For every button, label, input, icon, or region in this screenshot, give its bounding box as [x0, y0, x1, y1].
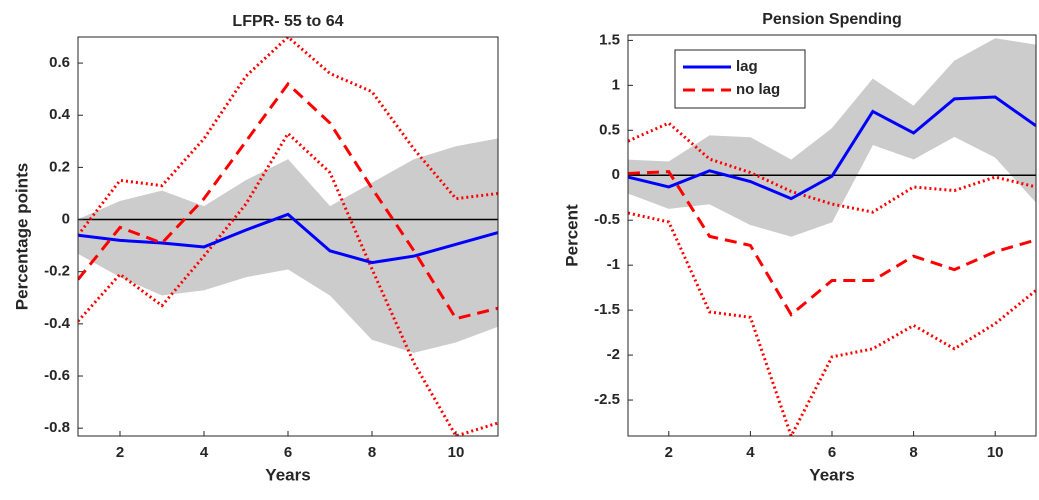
plot-area: [628, 38, 1036, 436]
x-axis-label: Years: [809, 465, 854, 484]
y-tick-label: -0.4: [44, 315, 71, 332]
x-tick-label: 8: [909, 444, 917, 461]
x-tick-label: 2: [116, 444, 124, 461]
lower-bound: [628, 211, 1036, 436]
panel: 2 4 6 8 10 -2.5 -2 -1.5 -1 -0.5 0 0.5 1 1.5 Pension Sp…: [562, 11, 1037, 484]
y-tick-label: 0.4: [49, 106, 71, 123]
y-tick-label: 0.2: [49, 158, 70, 175]
y-tick-label: 1.5: [599, 31, 620, 48]
y-tick-label: -2: [607, 346, 620, 363]
legend: lag no lag: [674, 49, 806, 109]
y-tick-label: -0.5: [594, 211, 620, 228]
y-tick-label: -0.2: [44, 263, 70, 280]
confidence-band: [750, 136, 792, 237]
y-tick-label: 0: [612, 166, 620, 183]
y-tick-label: -0.6: [44, 367, 70, 384]
confidence-band: [913, 60, 955, 160]
confidence-band: [872, 78, 914, 160]
series-line: [78, 81, 498, 321]
x-tick-label: 6: [284, 444, 292, 461]
y-axis-label: Percentage points: [12, 163, 31, 310]
confidence-band: [455, 138, 498, 343]
chart-title: Pension Spending: [762, 11, 902, 28]
y-tick-label: 0.5: [599, 121, 620, 138]
y-axis-label: Percent: [562, 204, 581, 267]
y-tick-label: 1: [612, 76, 620, 93]
confidence-band: [790, 127, 833, 237]
legend-label: lag: [736, 58, 758, 75]
x-tick-label: 8: [368, 444, 376, 461]
x-tick-label: 4: [200, 444, 209, 461]
y-tick-label: -2.5: [594, 391, 620, 408]
y-tick-label: -0.8: [44, 419, 70, 436]
plot-area: [78, 37, 498, 436]
legend-box: [674, 49, 806, 109]
series-line: [78, 212, 498, 265]
series-line: [628, 170, 1036, 317]
confidence-band: [831, 78, 874, 223]
x-tick-label: 4: [746, 444, 755, 461]
upper-bound: [628, 121, 1036, 214]
y-tick-label: 0: [62, 211, 70, 228]
chart-title: LFPR- 55 to 64: [232, 13, 343, 30]
x-tick-label: 6: [828, 444, 836, 461]
x-tick-label: 2: [665, 444, 673, 461]
confidence-band: [203, 179, 247, 291]
y-tick-label: -1: [607, 256, 620, 273]
x-tick-label: 10: [448, 444, 465, 461]
x-axis-label: Years: [265, 465, 310, 484]
confidence-band: [994, 38, 1036, 203]
legend-label: no lag: [736, 81, 780, 98]
y-tick-label: -1.5: [594, 301, 620, 318]
x-tick-label: 10: [987, 444, 1004, 461]
upper-bound: [78, 37, 498, 237]
y-tick-label: 0.6: [49, 54, 70, 71]
series-line: [628, 95, 1036, 201]
confidence-band: [287, 158, 331, 296]
panel: 2 4 6 8 10 -0.8 -0.6 -0.4 -0.2 0 0.2 0.4 0.6 LFPR- 55…: [12, 13, 499, 484]
